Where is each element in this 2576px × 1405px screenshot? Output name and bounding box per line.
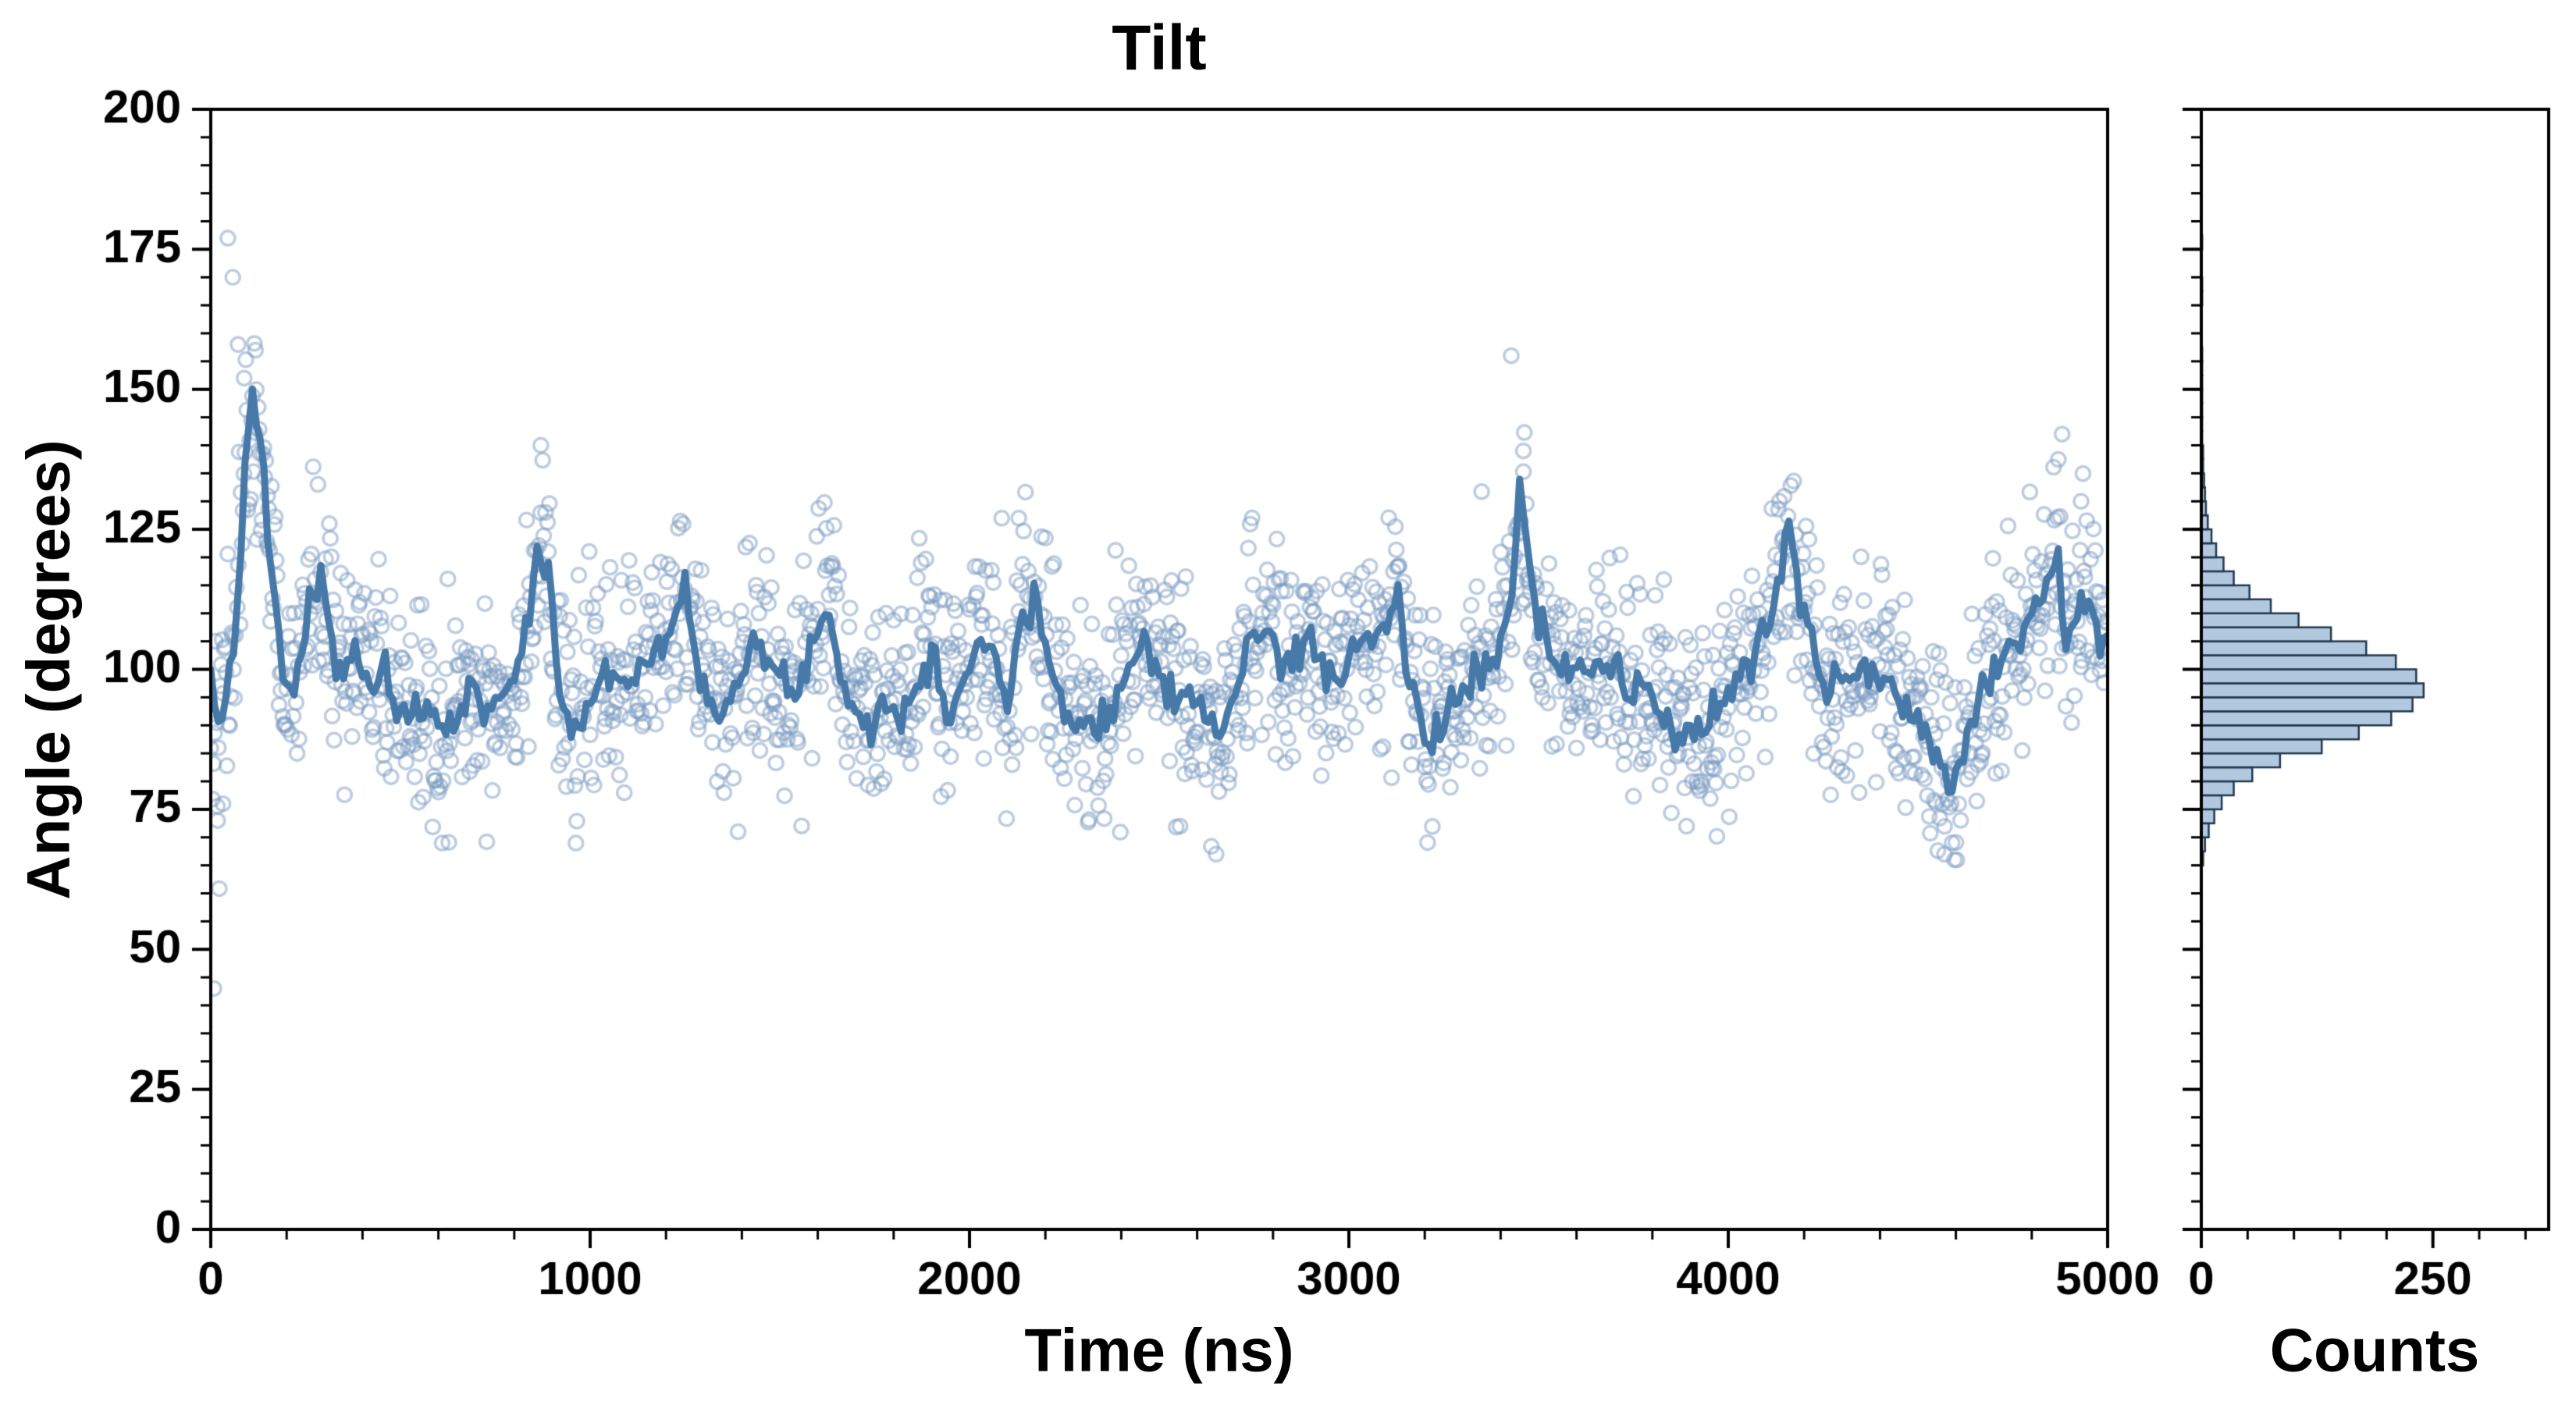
figure-page: { "page": { "background": "#ffffff" }, "… <box>0 0 2576 1405</box>
tilt-chart-canvas <box>0 0 2576 1405</box>
